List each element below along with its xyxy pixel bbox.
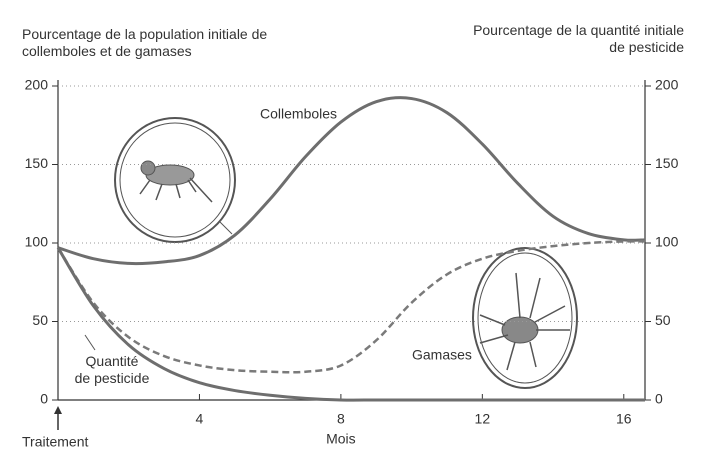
y2-tick-label: 0: [655, 391, 663, 407]
x-tick-label: 8: [337, 411, 345, 427]
y-tick-label: 200: [25, 77, 49, 93]
page: Pourcentage de la population initiale de…: [0, 0, 702, 466]
annotation: Traitement: [22, 434, 89, 450]
y-tick-label: 100: [25, 234, 49, 250]
y2-tick-label: 100: [655, 234, 679, 250]
series-line: [58, 241, 645, 372]
chart: 0 50 100 150 200 0 50 100 150 200 4 8 12 16 Mois Traite…: [0, 0, 702, 466]
y2-tick-label: 200: [655, 77, 679, 93]
label-pointer: [220, 222, 232, 234]
label-pointer: [85, 335, 95, 350]
y-tick-label: 150: [25, 155, 49, 171]
x-tick-label: 16: [616, 411, 632, 427]
series-label: Gamases: [412, 347, 472, 363]
treatment-arrowhead: [54, 406, 62, 414]
y2-tick-label: 50: [655, 312, 671, 328]
x-tick-label: 12: [475, 411, 491, 427]
collembole-icon: [115, 118, 235, 242]
y-tick-label: 0: [40, 391, 48, 407]
x-axis-label: Mois: [326, 431, 356, 447]
y2-tick-label: 150: [655, 155, 679, 171]
y-tick-label: 50: [32, 312, 48, 328]
series-label: Collemboles: [260, 106, 337, 122]
x-tick-label: 4: [196, 411, 204, 427]
gamase-icon: [473, 248, 577, 388]
series-line: [58, 98, 645, 264]
